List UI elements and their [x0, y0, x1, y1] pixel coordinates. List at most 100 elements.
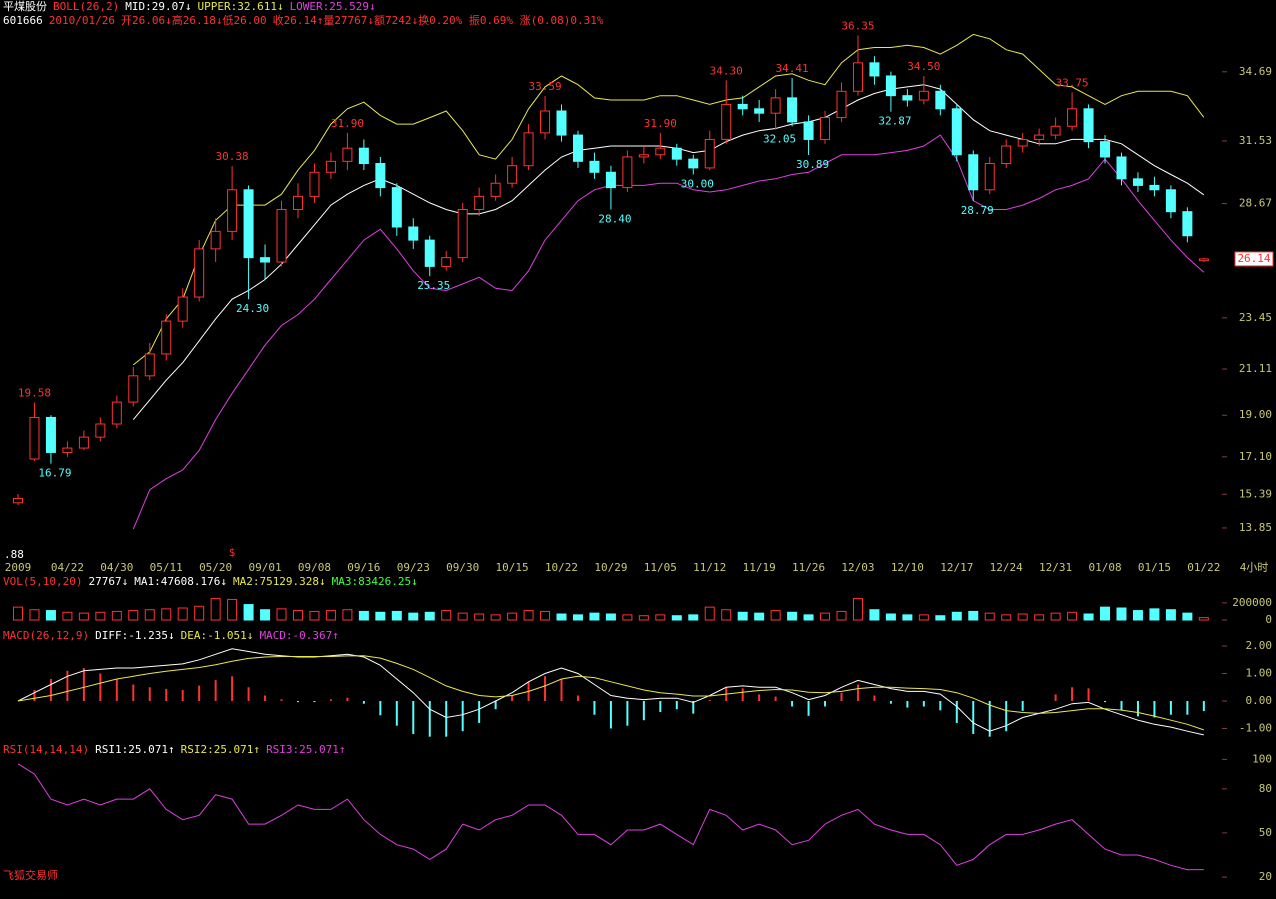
header-item: RSI1:25.071↑	[95, 743, 174, 756]
candle-body	[572, 134, 583, 162]
y-tick-label: 0.00	[1246, 694, 1273, 707]
volume-bar	[342, 609, 353, 621]
x-tick-label: 11/26	[792, 561, 825, 574]
x-tick-label: 01/15	[1138, 561, 1171, 574]
x-tick-label: 04/22	[51, 561, 84, 574]
volume-bar	[95, 611, 106, 621]
header-item: MID:29.07↓	[125, 0, 191, 13]
high-label: 34.50	[907, 60, 940, 73]
high-label: 30.38	[216, 150, 249, 163]
volume-bar	[276, 608, 287, 621]
volume-bar	[424, 611, 435, 621]
x-tick-label: 2009	[5, 561, 32, 574]
volume-bar	[210, 598, 221, 621]
candle-body	[292, 195, 303, 210]
candle-body	[556, 110, 567, 136]
volume-bar	[688, 614, 699, 621]
volume-bar	[589, 612, 600, 621]
header-item: 2010/01/26	[49, 14, 115, 27]
volume-bar	[984, 612, 995, 621]
candle-body	[968, 154, 979, 191]
header-item: 601666	[3, 14, 43, 27]
macd-line	[17, 648, 1204, 736]
volume-bar	[292, 610, 303, 621]
volume-bar	[62, 611, 73, 621]
candle-body	[721, 103, 732, 140]
left-marker: .88	[4, 548, 24, 561]
dollar-marker: $	[229, 546, 236, 559]
high-label: 34.41	[776, 62, 809, 75]
boll-line	[132, 134, 1205, 530]
x-tick-label: 12/03	[841, 561, 874, 574]
header-item: DEA:-1.051↓	[181, 629, 254, 642]
header-item: RSI3:25.071↑	[266, 743, 345, 756]
volume-bar	[128, 610, 139, 621]
volume-bar	[358, 610, 369, 621]
volume-bar	[1165, 609, 1176, 621]
header-item: RSI2:25.071↑	[181, 743, 260, 756]
x-tick-label: 09/23	[397, 561, 430, 574]
low-label: 25.35	[417, 279, 450, 292]
header-item: LOWER:25.529↓	[290, 0, 376, 13]
candle-body	[457, 208, 468, 259]
volume-bar	[869, 609, 880, 621]
y-tick-label: 80	[1259, 782, 1272, 795]
y-tick-label: 20	[1259, 870, 1272, 883]
x-tick-label: 10/29	[594, 561, 627, 574]
candle-body	[655, 147, 666, 156]
rsi-line	[17, 763, 1204, 871]
x-tick-label: 04/30	[100, 561, 133, 574]
header-item: 开26.06↓高26.18↓低26.00	[121, 13, 267, 27]
candle-body	[704, 138, 715, 169]
volume-bar	[177, 607, 188, 621]
low-label: 30.00	[681, 177, 714, 190]
candle-body	[540, 110, 551, 134]
candle-body	[243, 189, 254, 259]
header-item: 27767↓	[88, 575, 128, 588]
watermark: 飞狐交易师	[3, 868, 58, 882]
candle-body	[869, 62, 880, 77]
candle-body	[507, 165, 518, 184]
candle-body	[1050, 125, 1061, 136]
x-tick-label: 09/08	[298, 561, 331, 574]
volume-bar	[375, 611, 386, 621]
candle-body	[918, 90, 929, 101]
candle-body	[622, 156, 633, 189]
volume-bar	[1198, 617, 1209, 621]
x-tick-label: 05/20	[199, 561, 232, 574]
candle-body	[1132, 178, 1143, 186]
price-tag-box	[1234, 251, 1274, 267]
volume-bar	[161, 608, 172, 621]
volume-bar	[803, 614, 814, 621]
candle-body	[408, 226, 419, 241]
volume-bar	[770, 610, 781, 621]
candle-body	[605, 171, 616, 189]
header-item: MACD(26,12,9)	[3, 629, 89, 642]
x-tick-label: 12/31	[1039, 561, 1072, 574]
low-label: 32.05	[763, 133, 796, 146]
volume-bar	[1116, 607, 1127, 621]
volume-bar	[787, 611, 798, 621]
high-label: 19.58	[18, 387, 51, 400]
candle-body	[375, 163, 386, 189]
candle-body	[260, 257, 271, 263]
candle-body	[1198, 258, 1209, 262]
y-tick-label: 31.53	[1239, 134, 1272, 147]
x-tick-label: 09/16	[347, 561, 380, 574]
volume-bar	[45, 610, 56, 621]
x-tick-label: 10/22	[545, 561, 578, 574]
volume-bar	[820, 612, 831, 621]
candle-body	[194, 248, 205, 298]
candle-body	[78, 436, 89, 449]
header-item: 平煤股份	[3, 0, 47, 13]
volume-bar	[1034, 614, 1045, 621]
panel-header: 平煤股份 BOLL(26,2) MID:29.07↓ UPPER:32.611↓ LOW…	[3, 0, 376, 13]
volume-bar	[13, 606, 23, 621]
y-tick-label: 21.11	[1239, 362, 1272, 375]
volume-bar	[968, 610, 979, 621]
volume-bar	[721, 609, 732, 621]
y-tick-label: 200000	[1232, 596, 1272, 609]
volume-bar	[902, 614, 913, 621]
panel-header: VOL(5,10,20) 27767↓ MA1:47608.176↓ MA2:7512…	[3, 575, 418, 588]
x-tick-label: 12/24	[990, 561, 1023, 574]
